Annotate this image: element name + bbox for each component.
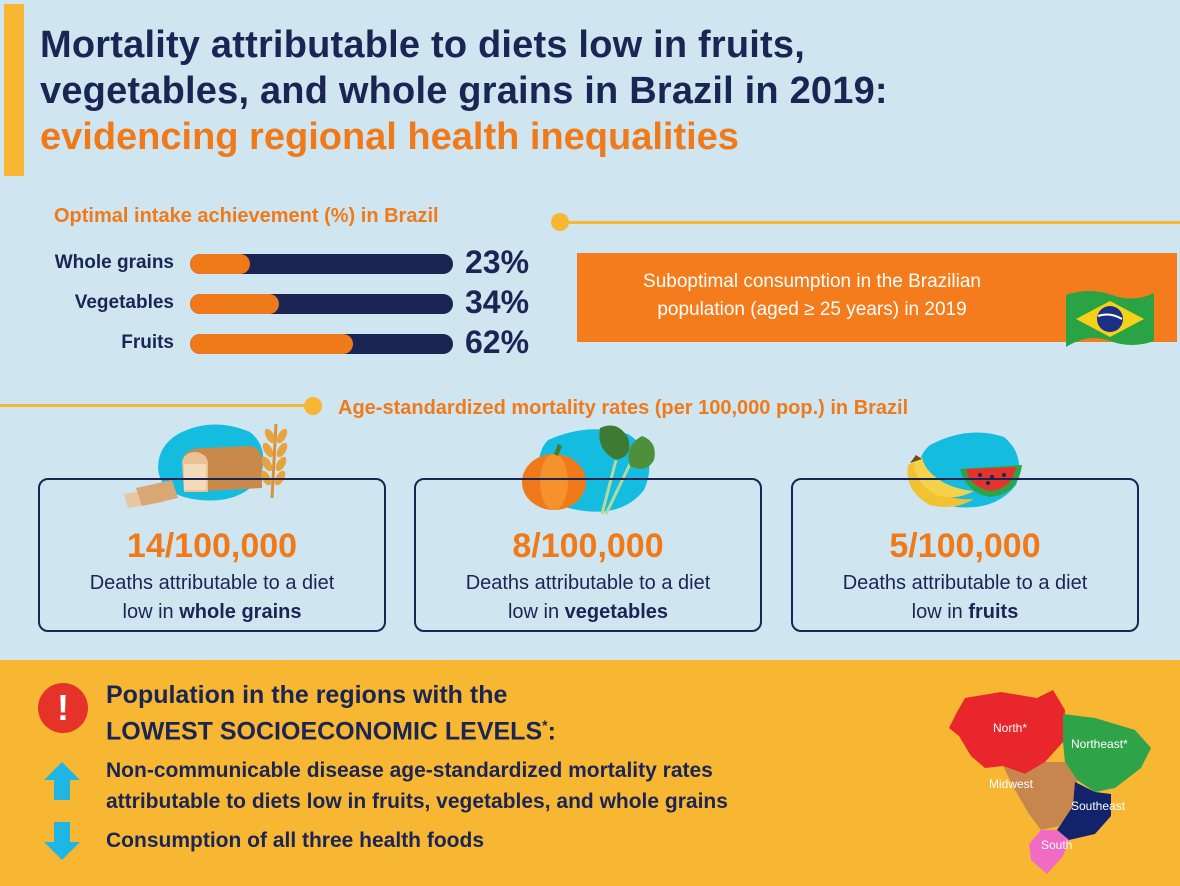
desc-prefix: low in: [507, 601, 565, 623]
bar-value-label: 34%: [465, 284, 530, 320]
heading-line-2-text: LOWEST SOCIOECONOMIC LEVELS: [106, 717, 543, 746]
desc-food: whole grains: [179, 601, 302, 623]
intake-bar-row: Fruits 62%: [0, 324, 560, 360]
mortality-section-title: Age-standardized mortality rates (per 10…: [338, 397, 909, 419]
heading-line-2: LOWEST SOCIOECONOMIC LEVELS*:: [106, 710, 556, 746]
brazil-flag-icon: [1066, 291, 1154, 347]
increase-item-line-2: attributable to diets low in fruits, veg…: [106, 790, 728, 813]
bread-wheat-icon: [124, 423, 288, 508]
mortality-rate: 14/100,000: [126, 527, 298, 565]
desc-food: fruits: [968, 601, 1019, 623]
map-label-south: South: [1041, 838, 1072, 852]
title-line-2: vegetables, and whole grains in Brazil i…: [40, 70, 888, 112]
title-line-3: evidencing regional health inequalities: [40, 116, 739, 158]
mortality-card: 8/100,000 Deaths attributable to a diet lo…: [414, 478, 762, 632]
mortality-rate: 8/100,000: [512, 527, 664, 565]
map-label-midwest: Midwest: [989, 777, 1034, 791]
section-divider-dot: [551, 213, 569, 231]
heading-line-1: Population in the regions with the: [106, 681, 508, 709]
bar-fill: [190, 334, 353, 354]
intake-bar-row: Vegetables 34%: [0, 284, 560, 320]
heading-colon: :: [547, 717, 556, 746]
map-region-south: [1029, 830, 1069, 874]
mortality-desc-line-2: low in whole grains: [40, 601, 384, 624]
bar-track: [190, 334, 453, 354]
alert-icon: !: [38, 683, 88, 733]
section-divider-line-2: [0, 404, 312, 407]
bar-value-label: 62%: [465, 324, 530, 360]
bar-value-label: 23%: [465, 244, 530, 280]
section-divider-dot-2: [304, 397, 322, 415]
mortality-card: 14/100,000 Deaths attributable to a diet l…: [38, 478, 386, 632]
bar-fill: [190, 294, 279, 314]
map-label-southeast: Southeast: [1071, 799, 1126, 813]
map-region-midwest: [1003, 762, 1077, 830]
section-divider-line: [560, 221, 1180, 224]
heading-asterisk: *: [542, 717, 548, 733]
map-label-north: North*: [993, 721, 1027, 735]
intake-chart-title: Optimal intake achievement (%) in Brazil: [54, 205, 439, 227]
map-label-northeast: Northeast*: [1071, 737, 1128, 751]
mortality-desc-line-1: Deaths attributable to a diet: [842, 572, 1088, 594]
desc-food: vegetables: [564, 601, 669, 623]
arrow-up-icon: [44, 762, 80, 800]
increase-item-line-1: Non-communicable disease age-standardize…: [106, 759, 713, 782]
mortality-desc-line-2: low in vegetables: [416, 601, 760, 624]
desc-prefix: low in: [911, 601, 969, 623]
mortality-desc-line-1: Deaths attributable to a diet: [465, 572, 711, 594]
bar-category-label: Fruits: [121, 332, 174, 353]
bar-track: [190, 254, 453, 274]
mortality-desc-line-1: Deaths attributable to a diet: [89, 572, 335, 594]
callout-line-2: population (aged ≥ 25 years) in 2019: [657, 299, 967, 320]
pumpkin-kale-icon: [522, 425, 655, 515]
mortality-desc-line-2: low in fruits: [793, 601, 1137, 624]
bar-track: [190, 294, 453, 314]
intake-bar-row: Whole grains 23%: [0, 244, 560, 280]
title-accent-bar: [4, 4, 24, 176]
arrow-down-icon: [44, 822, 80, 860]
title-line-1: Mortality attributable to diets low in f…: [40, 24, 806, 66]
callout-line-1: Suboptimal consumption in the Brazilian: [643, 271, 981, 292]
mortality-rate: 5/100,000: [889, 527, 1041, 565]
brazil-regions-map: North* Northeast* Midwest Southeast Sout…: [949, 690, 1151, 874]
map-region-southeast: [1057, 782, 1111, 840]
map-region-north: [949, 690, 1065, 774]
mortality-card: 5/100,000 Deaths attributable to a diet lo…: [791, 478, 1139, 632]
bar-category-label: Whole grains: [54, 252, 174, 273]
decrease-item: Consumption of all three health foods: [106, 829, 484, 852]
lowest-ses-heading: Population in the regions with the LOWES…: [106, 680, 556, 746]
bar-category-label: Vegetables: [74, 292, 174, 313]
desc-prefix: low in: [122, 601, 180, 623]
page-title: Mortality attributable to diets low in f…: [40, 22, 1160, 160]
bar-fill: [190, 254, 250, 274]
map-region-northeast: [1063, 714, 1151, 792]
